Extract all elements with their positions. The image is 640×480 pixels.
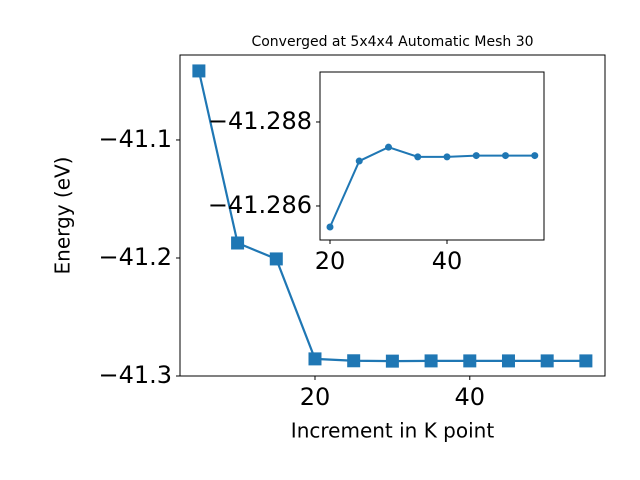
marker bbox=[424, 354, 438, 368]
y-tick-label: −41.2 bbox=[98, 243, 172, 271]
marker bbox=[531, 152, 539, 160]
marker bbox=[463, 354, 477, 368]
x-axis-label: Increment in K point bbox=[291, 419, 495, 443]
marker bbox=[472, 152, 480, 160]
marker bbox=[355, 157, 363, 165]
marker bbox=[192, 64, 206, 78]
marker bbox=[540, 354, 554, 368]
marker bbox=[326, 223, 334, 231]
marker bbox=[231, 236, 245, 250]
y-axis-label: Energy (eV) bbox=[51, 157, 75, 275]
marker bbox=[308, 352, 322, 366]
x-tick-label: 20 bbox=[315, 247, 346, 275]
marker bbox=[502, 152, 510, 160]
marker bbox=[579, 354, 593, 368]
marker bbox=[443, 153, 451, 161]
marker bbox=[385, 354, 399, 368]
marker bbox=[347, 354, 361, 368]
line bbox=[329, 146, 535, 228]
y-tick-label: −41.286 bbox=[208, 191, 312, 219]
chart-title: Converged at 5x4x4 Automatic Mesh 30 bbox=[251, 34, 533, 50]
marker bbox=[414, 153, 422, 161]
marker bbox=[501, 354, 515, 368]
marker bbox=[269, 252, 283, 266]
x-tick-label: 40 bbox=[455, 383, 486, 411]
y-tick-label: −41.1 bbox=[98, 125, 172, 153]
x-tick-label: 40 bbox=[432, 247, 463, 275]
y-tick-label: −41.3 bbox=[98, 361, 172, 389]
marker bbox=[385, 143, 393, 151]
x-tick-label: 20 bbox=[300, 383, 331, 411]
y-tick-label: −41.288 bbox=[208, 107, 312, 135]
